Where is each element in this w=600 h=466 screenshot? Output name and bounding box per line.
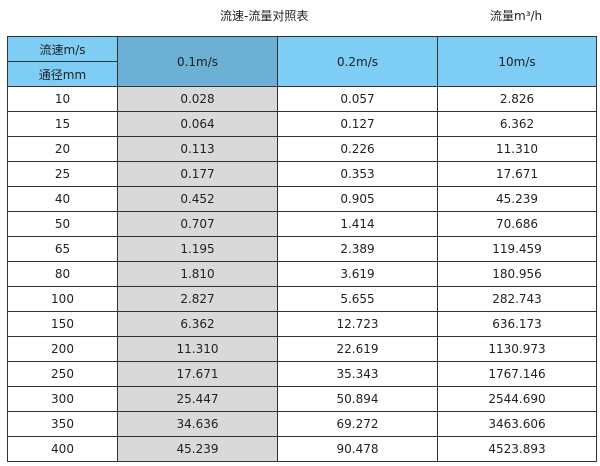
- diameter-cell: 10: [7, 86, 118, 112]
- table-row: 15 0.064 0.127 6.362: [7, 111, 597, 137]
- flow-cell: 0.707: [117, 211, 278, 237]
- flow-cell: 180.956: [437, 261, 597, 287]
- flow-cell: 25.447: [117, 386, 278, 412]
- flow-cell: 34.636: [117, 411, 278, 437]
- flow-cell: 70.686: [437, 211, 597, 237]
- table-row: 400 45.239 90.478 4523.893: [7, 436, 597, 462]
- column-header-0.2[interactable]: 0.2m/s: [277, 36, 438, 87]
- diameter-cell: 80: [7, 261, 118, 287]
- diameter-cell: 65: [7, 236, 118, 262]
- flow-table: 流速m/s 0.1m/s 0.2m/s 10m/s 通径mm 10 0.028 0.…: [7, 36, 597, 462]
- flow-cell: 5.655: [277, 286, 438, 312]
- flow-cell: 0.905: [277, 186, 438, 212]
- diameter-cell: 150: [7, 311, 118, 337]
- table-row: 10 0.028 0.057 2.826: [7, 86, 597, 112]
- diameter-cell: 350: [7, 411, 118, 437]
- diameter-header: 通径mm: [7, 61, 118, 87]
- flow-cell: 6.362: [117, 311, 278, 337]
- flow-cell: 2.826: [437, 86, 597, 112]
- flow-cell: 17.671: [117, 361, 278, 387]
- flow-cell: 69.272: [277, 411, 438, 437]
- flow-cell: 636.173: [437, 311, 597, 337]
- flow-cell: 0.452: [117, 186, 278, 212]
- column-header-0.1[interactable]: 0.1m/s: [117, 36, 278, 87]
- flow-cell: 282.743: [437, 286, 597, 312]
- flow-cell: 4523.893: [437, 436, 597, 462]
- table-row: 300 25.447 50.894 2544.690: [7, 386, 597, 412]
- diameter-cell: 25: [7, 161, 118, 187]
- flow-cell: 1130.973: [437, 336, 597, 362]
- flow-cell: 1.810: [117, 261, 278, 287]
- flow-cell: 0.113: [117, 136, 278, 162]
- velocity-header: 流速m/s: [7, 36, 118, 62]
- unit-title: 流量m³/h: [490, 9, 543, 23]
- flow-cell: 1.195: [117, 236, 278, 262]
- diameter-cell: 20: [7, 136, 118, 162]
- flow-cell: 12.723: [277, 311, 438, 337]
- flow-cell: 45.239: [117, 436, 278, 462]
- flow-cell: 11.310: [117, 336, 278, 362]
- diameter-cell: 200: [7, 336, 118, 362]
- column-header-10[interactable]: 10m/s: [437, 36, 597, 87]
- diameter-cell: 400: [7, 436, 118, 462]
- table-row: 80 1.810 3.619 180.956: [7, 261, 597, 287]
- diameter-cell: 15: [7, 111, 118, 137]
- table-row: 250 17.671 35.343 1767.146: [7, 361, 597, 387]
- table-row: 350 34.636 69.272 3463.606: [7, 411, 597, 437]
- flow-cell: 0.127: [277, 111, 438, 137]
- table-title: 流速-流量对照表: [220, 9, 309, 23]
- table-row: 20 0.113 0.226 11.310: [7, 136, 597, 162]
- table-row: 50 0.707 1.414 70.686: [7, 211, 597, 237]
- flow-cell: 0.353: [277, 161, 438, 187]
- flow-cell: 0.028: [117, 86, 278, 112]
- flow-cell: 2.827: [117, 286, 278, 312]
- table-row: 200 11.310 22.619 1130.973: [7, 336, 597, 362]
- table-row: 40 0.452 0.905 45.239: [7, 186, 597, 212]
- flow-cell: 2544.690: [437, 386, 597, 412]
- diameter-cell: 100: [7, 286, 118, 312]
- flow-cell: 3463.606: [437, 411, 597, 437]
- flow-cell: 0.057: [277, 86, 438, 112]
- flow-cell: 6.362: [437, 111, 597, 137]
- diameter-cell: 40: [7, 186, 118, 212]
- flow-cell: 90.478: [277, 436, 438, 462]
- table-row: 65 1.195 2.389 119.459: [7, 236, 597, 262]
- flow-cell: 11.310: [437, 136, 597, 162]
- flow-cell: 17.671: [437, 161, 597, 187]
- flow-cell: 3.619: [277, 261, 438, 287]
- flow-cell: 0.226: [277, 136, 438, 162]
- flow-cell: 2.389: [277, 236, 438, 262]
- flow-cell: 0.064: [117, 111, 278, 137]
- flow-cell: 119.459: [437, 236, 597, 262]
- table-row: 150 6.362 12.723 636.173: [7, 311, 597, 337]
- flow-cell: 22.619: [277, 336, 438, 362]
- flow-cell: 0.177: [117, 161, 278, 187]
- diameter-cell: 300: [7, 386, 118, 412]
- flow-cell: 35.343: [277, 361, 438, 387]
- table-row: 100 2.827 5.655 282.743: [7, 286, 597, 312]
- flow-cell: 45.239: [437, 186, 597, 212]
- flow-cell: 1.414: [277, 211, 438, 237]
- diameter-cell: 50: [7, 211, 118, 237]
- diameter-cell: 250: [7, 361, 118, 387]
- flow-cell: 50.894: [277, 386, 438, 412]
- table-row: 25 0.177 0.353 17.671: [7, 161, 597, 187]
- flow-cell: 1767.146: [437, 361, 597, 387]
